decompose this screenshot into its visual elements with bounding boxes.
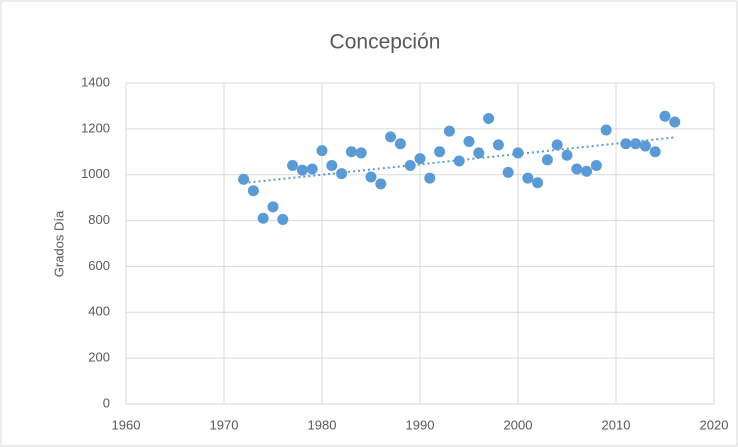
- point: [512, 147, 524, 159]
- point: [502, 166, 514, 178]
- point: [336, 168, 348, 180]
- point: [463, 135, 475, 147]
- point: [639, 140, 651, 152]
- y-tick-label: 0: [103, 395, 110, 410]
- point: [247, 185, 259, 197]
- point: [483, 113, 495, 125]
- x-tick-label: 2000: [504, 417, 533, 432]
- point: [561, 149, 573, 161]
- y-tick-label: 400: [88, 304, 110, 319]
- point: [492, 139, 504, 151]
- x-tick-label: 1980: [308, 417, 337, 432]
- point: [551, 139, 563, 151]
- x-tick-label: 2010: [602, 417, 631, 432]
- point: [375, 178, 387, 190]
- point: [316, 145, 328, 157]
- point: [434, 146, 446, 158]
- point: [620, 138, 632, 150]
- point: [326, 160, 338, 172]
- point: [238, 173, 250, 185]
- point: [522, 172, 534, 184]
- point: [659, 110, 671, 122]
- point: [296, 164, 308, 176]
- y-tick-label: 200: [88, 350, 110, 365]
- point: [649, 146, 661, 158]
- point: [287, 160, 299, 172]
- y-tick-label: 1200: [81, 120, 110, 135]
- point: [590, 160, 602, 172]
- y-tick-label: 1400: [81, 74, 110, 89]
- point: [424, 172, 436, 184]
- y-tick-label: 600: [88, 258, 110, 273]
- point: [669, 116, 681, 128]
- point: [443, 125, 455, 137]
- point: [541, 154, 553, 166]
- point: [473, 147, 485, 159]
- point: [600, 124, 612, 136]
- point: [404, 160, 416, 172]
- y-tick-label: 1000: [81, 166, 110, 181]
- point: [571, 163, 583, 175]
- y-tick-label: 800: [88, 212, 110, 227]
- point: [453, 155, 465, 167]
- point: [345, 146, 357, 158]
- point: [385, 131, 397, 143]
- point: [365, 171, 377, 183]
- point: [394, 138, 406, 150]
- point: [257, 212, 269, 224]
- y-axis-label: Grados Día: [51, 210, 66, 277]
- chart-title: Concepción: [330, 31, 441, 54]
- point: [532, 177, 544, 189]
- point: [277, 213, 289, 225]
- point: [306, 163, 318, 175]
- point: [267, 201, 279, 213]
- x-tick-label: 1970: [210, 417, 239, 432]
- point: [355, 147, 367, 159]
- x-tick-label: 2020: [700, 417, 729, 432]
- point: [414, 153, 426, 165]
- point: [581, 165, 593, 177]
- x-tick-label: 1990: [406, 417, 435, 432]
- point: [630, 138, 642, 150]
- x-tick-label: 1960: [112, 417, 141, 432]
